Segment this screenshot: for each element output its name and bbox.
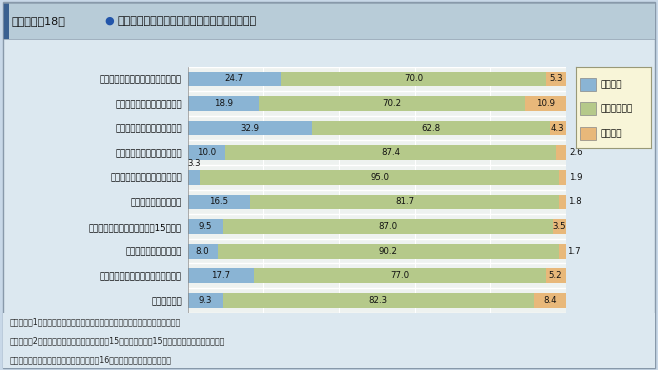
Text: 70.0: 70.0 <box>404 74 423 83</box>
Text: 8.0: 8.0 <box>196 247 209 256</box>
Bar <box>549 121 566 135</box>
Text: 32.9: 32.9 <box>240 124 259 132</box>
Text: 77.0: 77.0 <box>391 271 410 280</box>
Bar <box>218 244 559 259</box>
Text: 18.9: 18.9 <box>214 99 233 108</box>
Text: 1.7: 1.7 <box>567 247 581 256</box>
Bar <box>534 293 566 308</box>
Bar <box>224 219 553 234</box>
Text: 5.2: 5.2 <box>549 271 563 280</box>
Text: 4.3: 4.3 <box>551 124 565 132</box>
Bar <box>559 195 566 209</box>
Bar <box>250 195 559 209</box>
Bar <box>281 71 546 86</box>
Text: 70.2: 70.2 <box>382 99 401 108</box>
Bar <box>222 293 534 308</box>
Bar <box>188 96 259 111</box>
Bar <box>553 219 566 234</box>
Bar <box>546 268 565 283</box>
Text: 5.3: 5.3 <box>549 74 563 83</box>
Bar <box>188 293 222 308</box>
Text: 1.9: 1.9 <box>569 173 582 182</box>
Bar <box>559 170 567 185</box>
FancyBboxPatch shape <box>580 102 596 115</box>
Text: ほぼ変化なし: ほぼ変化なし <box>601 104 633 114</box>
Bar <box>259 96 524 111</box>
Text: 8.4: 8.4 <box>543 296 557 305</box>
Text: （備考）　1．文部科学省「民間企業の研究活動に関する調査報告」より作成。: （備考） 1．文部科学省「民間企業の研究活動に関する調査報告」より作成。 <box>10 318 181 327</box>
Text: 2.6: 2.6 <box>569 148 582 157</box>
Text: 第１－序－18図: 第１－序－18図 <box>11 16 65 26</box>
Text: 減少する: 減少する <box>601 129 622 138</box>
Text: この項目以外はすべて平成16年度の研究者の増減見込み。: この項目以外はすべて平成16年度の研究者の増減見込み。 <box>10 355 172 364</box>
Bar <box>188 268 255 283</box>
Text: 3.3: 3.3 <box>187 159 201 168</box>
Bar <box>312 121 549 135</box>
Text: 9.3: 9.3 <box>198 296 212 305</box>
Bar <box>225 145 556 160</box>
Text: 10.0: 10.0 <box>197 148 216 157</box>
Text: 10.9: 10.9 <box>536 99 555 108</box>
Text: 62.8: 62.8 <box>421 124 440 132</box>
Text: 3.5: 3.5 <box>553 222 566 231</box>
Text: 87.4: 87.4 <box>381 148 400 157</box>
Bar <box>255 268 546 283</box>
Text: 増加する: 増加する <box>601 80 622 89</box>
Text: 90.2: 90.2 <box>379 247 398 256</box>
Text: 2．「研究者のうち女性の数（平成15年度）」は平成15年度の研究者の増減見込み。: 2．「研究者のうち女性の数（平成15年度）」は平成15年度の研究者の増減見込み。 <box>10 336 225 345</box>
FancyBboxPatch shape <box>580 127 596 140</box>
Bar <box>188 170 200 185</box>
Text: ●: ● <box>104 16 114 26</box>
Bar <box>556 145 566 160</box>
Bar <box>188 71 281 86</box>
Bar <box>188 121 312 135</box>
Text: 95.0: 95.0 <box>370 173 390 182</box>
Bar <box>524 96 566 111</box>
Text: 87.0: 87.0 <box>378 222 397 231</box>
Text: 1.8: 1.8 <box>568 198 582 206</box>
Bar <box>3 3 9 39</box>
Bar <box>546 71 566 86</box>
Bar <box>188 244 218 259</box>
Bar <box>188 195 250 209</box>
Text: 9.5: 9.5 <box>199 222 213 231</box>
Text: 24.7: 24.7 <box>224 74 244 83</box>
Bar <box>559 244 565 259</box>
Bar <box>188 145 225 160</box>
Text: 民間企業における学位別等研究者の増減見込み: 民間企業における学位別等研究者の増減見込み <box>117 16 257 26</box>
Text: 82.3: 82.3 <box>369 296 388 305</box>
X-axis label: （％）: （％） <box>368 333 386 343</box>
Text: 16.5: 16.5 <box>209 198 228 206</box>
Text: 17.7: 17.7 <box>211 271 230 280</box>
FancyBboxPatch shape <box>580 78 596 91</box>
Bar <box>188 219 224 234</box>
Bar <box>200 170 559 185</box>
Text: 81.7: 81.7 <box>395 198 414 206</box>
